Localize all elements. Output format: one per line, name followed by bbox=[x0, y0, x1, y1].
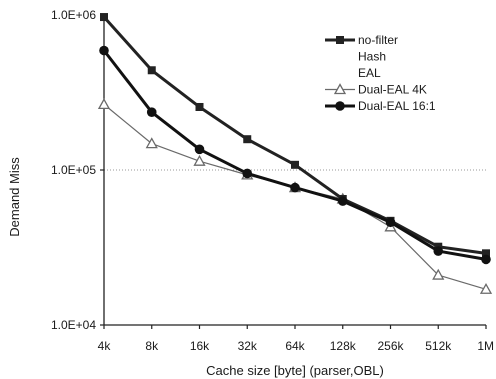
legend: no-filter Hash EAL Dual-EAL 4K Dual-EAL 16:1 bbox=[325, 33, 436, 113]
x-tick-label: 1M bbox=[477, 339, 494, 353]
legend-entry: EAL bbox=[358, 66, 381, 80]
x-tick-label: 512k bbox=[425, 339, 452, 353]
y-tick-label: 1.0E+04 bbox=[51, 318, 96, 332]
legend-marker bbox=[336, 36, 344, 44]
y-axis-label: Demand Miss bbox=[7, 157, 22, 237]
data-point bbox=[195, 102, 204, 111]
y-tick-labels: 1.0E+06 1.0E+05 1.0E+04 bbox=[51, 8, 96, 332]
x-tick-label: 128k bbox=[330, 339, 357, 353]
axes bbox=[100, 14, 487, 329]
data-point bbox=[481, 254, 491, 265]
data-point bbox=[193, 154, 206, 166]
legend-marker bbox=[333, 83, 347, 95]
data-point bbox=[97, 98, 111, 110]
data-point bbox=[243, 135, 252, 144]
series-line-dual-eal-4k bbox=[103, 103, 487, 290]
data-point bbox=[337, 196, 348, 206]
data-point bbox=[146, 107, 157, 117]
data-point bbox=[100, 13, 108, 22]
series-layer bbox=[97, 13, 493, 294]
x-tick-labels: 4k 8k 16k 32k 64k 128k 256k 512k 1M bbox=[98, 339, 494, 353]
series-line-hash bbox=[103, 16, 487, 254]
x-tick-label: 64k bbox=[285, 339, 305, 353]
series-line-dual-eal-16-1 bbox=[102, 49, 487, 261]
legend-entry: Hash bbox=[358, 50, 386, 64]
data-point bbox=[145, 137, 158, 149]
legend-marker bbox=[335, 101, 345, 111]
y-tick-label: 1.0E+05 bbox=[51, 163, 96, 177]
legend-entry: no-filter bbox=[358, 33, 398, 47]
series-line-no-filter bbox=[102, 16, 487, 255]
data-point bbox=[479, 282, 493, 294]
x-tick-label: 8k bbox=[145, 339, 159, 353]
data-point bbox=[433, 246, 444, 256]
data-point bbox=[291, 160, 299, 169]
data-point bbox=[482, 249, 490, 258]
data-point bbox=[194, 144, 205, 155]
legend-entry: Dual-EAL 16:1 bbox=[358, 99, 436, 113]
data-point bbox=[242, 168, 253, 179]
x-tick-label: 32k bbox=[238, 339, 258, 353]
data-point bbox=[99, 45, 109, 56]
data-point bbox=[432, 268, 445, 280]
series-line-eal bbox=[103, 16, 487, 254]
x-axis-label: Cache size [byte] (parser,OBL) bbox=[206, 363, 384, 378]
x-tick-label: 4k bbox=[98, 339, 112, 353]
legend-entry: Dual-EAL 4K bbox=[358, 83, 427, 97]
data-point bbox=[385, 217, 396, 228]
y-tick-label: 1.0E+06 bbox=[51, 8, 96, 22]
data-point bbox=[290, 182, 300, 193]
x-tick-label: 256k bbox=[377, 339, 404, 353]
data-point bbox=[147, 66, 156, 75]
x-tick-label: 16k bbox=[190, 339, 210, 353]
